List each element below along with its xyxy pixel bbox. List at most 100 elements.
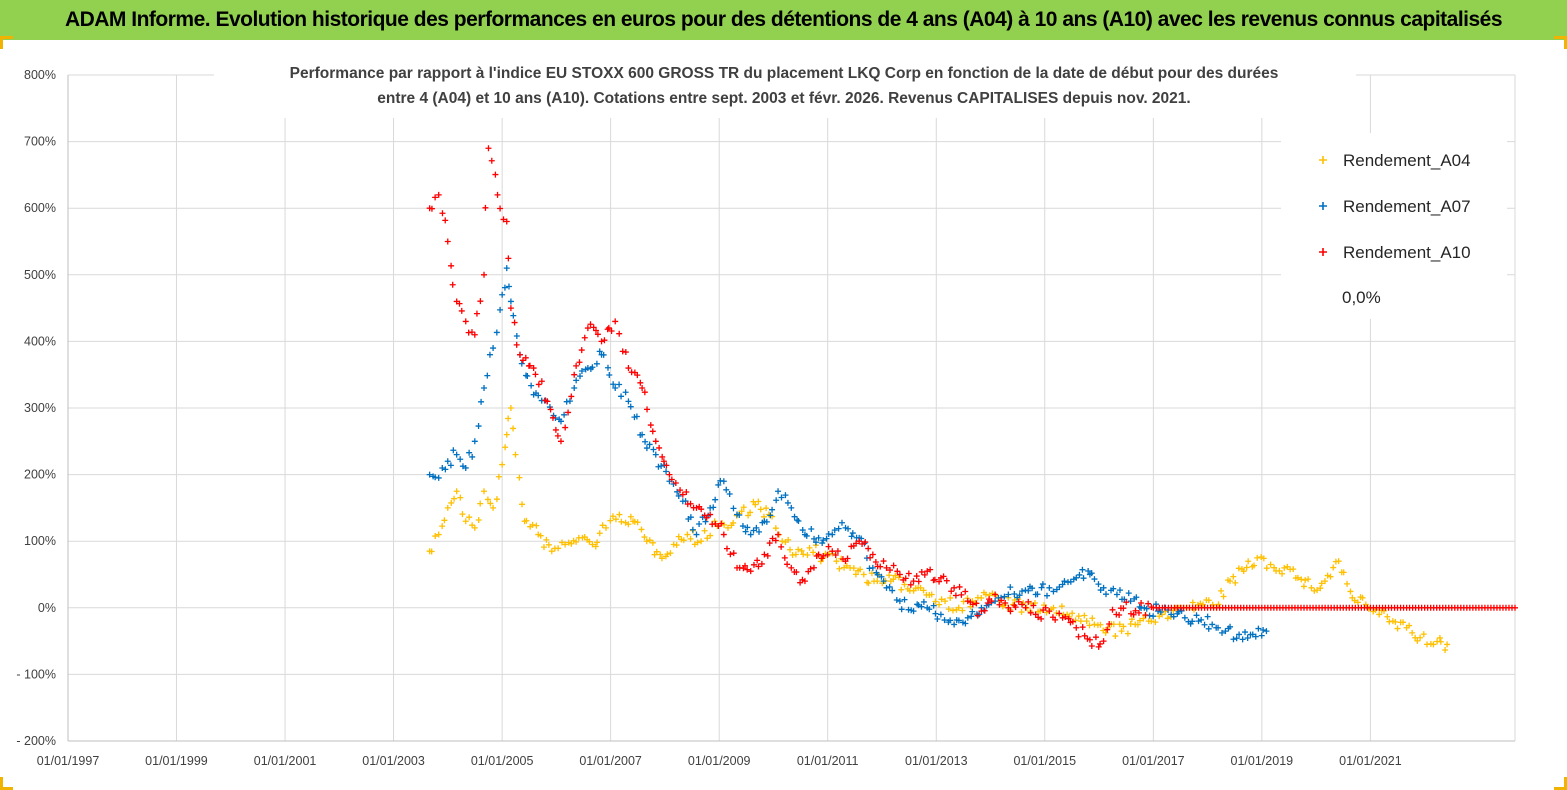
data-point xyxy=(1220,593,1227,600)
data-point xyxy=(936,601,943,608)
data-point xyxy=(1245,558,1252,565)
data-point xyxy=(704,535,711,542)
data-point xyxy=(1079,624,1086,631)
data-point xyxy=(1092,634,1099,641)
data-point xyxy=(1263,628,1270,635)
data-point xyxy=(880,578,887,585)
data-point xyxy=(1113,591,1120,598)
data-point xyxy=(576,359,583,366)
data-point xyxy=(781,554,788,561)
data-point xyxy=(869,551,876,558)
data-point xyxy=(1035,614,1042,621)
data-point xyxy=(918,568,925,575)
data-point xyxy=(962,588,969,595)
data-point xyxy=(1016,592,1023,599)
data-point xyxy=(905,570,912,577)
data-point xyxy=(775,531,782,538)
data-point xyxy=(426,471,433,478)
data-point xyxy=(428,205,435,212)
data-point xyxy=(1005,591,1012,598)
data-point xyxy=(1279,570,1286,577)
data-point xyxy=(1005,604,1012,611)
data-point xyxy=(605,324,612,331)
data-point xyxy=(1209,601,1216,608)
series-layer xyxy=(426,145,1518,654)
data-point xyxy=(1142,611,1149,618)
data-point xyxy=(720,531,727,538)
data-point xyxy=(1240,568,1247,575)
data-point xyxy=(1059,581,1066,588)
data-point xyxy=(992,591,999,598)
data-point xyxy=(1199,601,1206,608)
data-point xyxy=(673,542,680,549)
data-point xyxy=(1409,629,1416,636)
data-point xyxy=(513,333,520,340)
data-point xyxy=(488,157,495,164)
data-point xyxy=(481,385,488,392)
data-point xyxy=(844,555,851,562)
data-point xyxy=(449,281,456,288)
data-point xyxy=(453,451,460,458)
data-point xyxy=(639,431,646,438)
data-point xyxy=(1444,641,1451,648)
data-point xyxy=(1143,605,1150,612)
data-point xyxy=(652,438,659,445)
data-point xyxy=(535,381,542,388)
data-point xyxy=(592,543,599,550)
data-point xyxy=(679,491,686,498)
data-point xyxy=(1034,591,1041,598)
data-point xyxy=(1236,631,1243,638)
data-point xyxy=(505,415,512,422)
data-point xyxy=(484,496,491,503)
data-point xyxy=(896,571,903,578)
data-point xyxy=(682,498,689,505)
data-point xyxy=(1384,613,1391,620)
data-point xyxy=(612,516,619,523)
data-point xyxy=(1271,564,1278,571)
data-point xyxy=(500,216,507,223)
data-point xyxy=(742,562,749,569)
data-point xyxy=(469,522,476,529)
data-point xyxy=(444,504,451,511)
data-point xyxy=(677,487,684,494)
y-tick-label: - 200% xyxy=(16,734,56,748)
data-point xyxy=(589,541,596,548)
data-point xyxy=(937,611,944,618)
data-point xyxy=(518,360,525,367)
data-point xyxy=(486,351,493,358)
data-point xyxy=(457,456,464,463)
data-point xyxy=(782,492,789,499)
data-point xyxy=(823,535,830,542)
data-point xyxy=(869,564,876,571)
data-point xyxy=(432,533,439,540)
data-point xyxy=(1376,611,1383,618)
data-point xyxy=(481,488,488,495)
data-point xyxy=(1027,609,1034,616)
data-point xyxy=(490,345,497,352)
data-point xyxy=(466,449,473,456)
data-point xyxy=(948,588,955,595)
data-point xyxy=(843,562,850,569)
data-point xyxy=(616,330,623,337)
data-point xyxy=(584,365,591,372)
data-point xyxy=(1102,629,1109,636)
data-point xyxy=(1298,576,1305,583)
data-point xyxy=(586,538,593,545)
chart-legend: Rendement_A04 Rendement_A07 Rendement_A10 0… xyxy=(1281,133,1507,319)
data-point xyxy=(744,566,751,573)
data-point xyxy=(458,307,465,314)
data-point xyxy=(1232,579,1239,586)
data-point xyxy=(932,610,939,617)
data-point xyxy=(507,298,514,305)
data-point xyxy=(1056,610,1063,617)
data-point xyxy=(1050,588,1057,595)
data-point xyxy=(578,368,585,375)
data-point xyxy=(730,550,737,557)
x-tick-label: 01/01/2011 xyxy=(797,754,859,768)
data-point xyxy=(487,500,494,507)
data-point xyxy=(1083,618,1090,625)
data-point xyxy=(707,532,714,539)
data-point xyxy=(947,594,954,601)
data-point xyxy=(757,506,764,513)
data-point xyxy=(769,506,776,513)
